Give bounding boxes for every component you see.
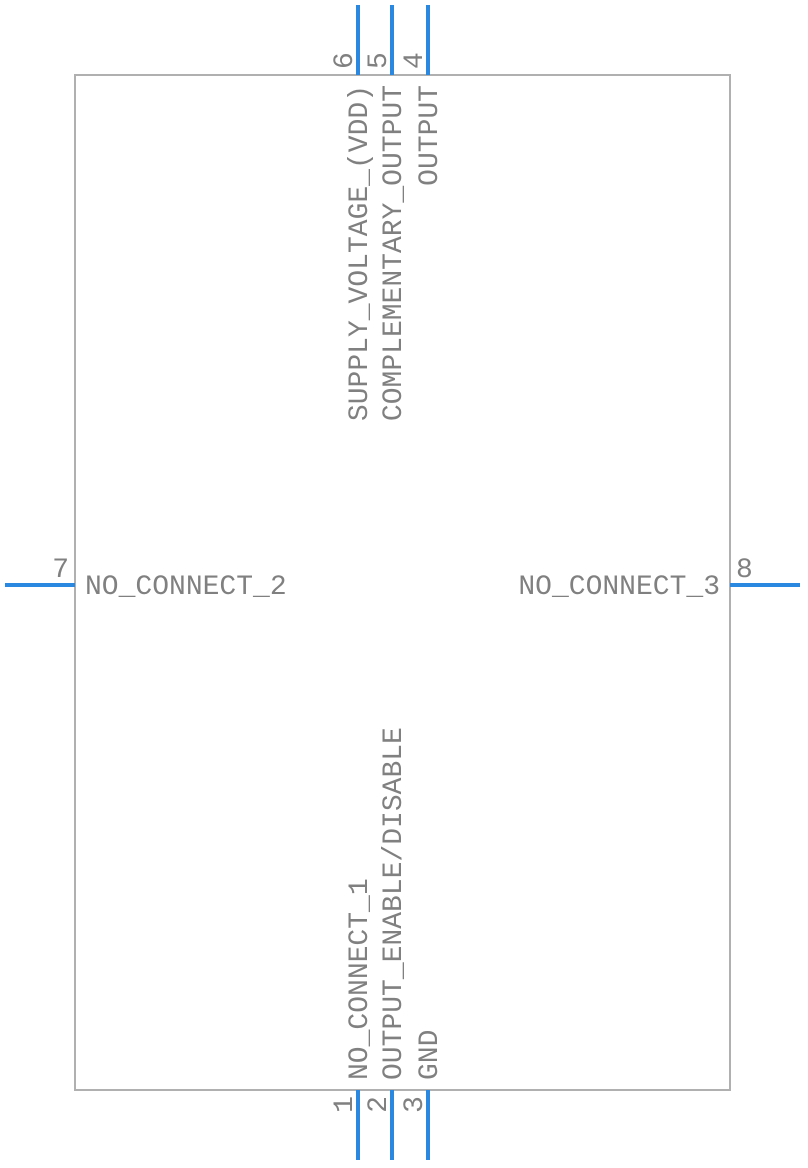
pin-number: 4: [400, 52, 431, 69]
pin-label: NO_CONNECT_1: [345, 878, 376, 1080]
pin-number: 8: [736, 555, 753, 586]
pin-number: 2: [364, 1096, 395, 1113]
pin-label: OUTPUT: [415, 85, 446, 186]
pin-label: COMPLEMENTARY_OUTPUT: [379, 85, 410, 421]
pin-label: NO_CONNECT_3: [518, 572, 720, 603]
pin-number: 7: [52, 555, 69, 586]
pin-number: 3: [400, 1096, 431, 1113]
pin-number: 6: [330, 52, 361, 69]
pin-label: GND: [415, 1030, 446, 1080]
pin-number: 1: [330, 1096, 361, 1113]
pin-label: OUTPUT_ENABLE/DISABLE: [379, 727, 410, 1080]
pin-label: SUPPLY_VOLTAGE_(VDD): [345, 85, 376, 421]
pin-label: NO_CONNECT_2: [85, 572, 287, 603]
component-symbol: 6 SUPPLY_VOLTAGE_(VDD) 5 COMPLEMENTARY_OUTP…: [0, 0, 808, 1168]
pin-number: 5: [364, 52, 395, 69]
